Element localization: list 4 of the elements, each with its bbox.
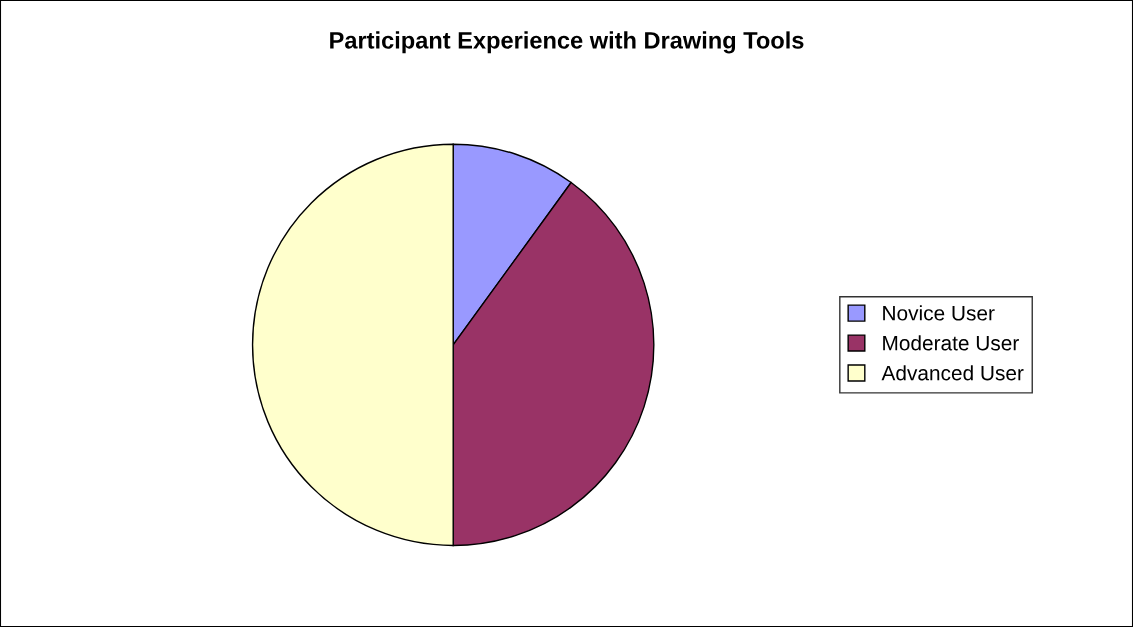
chart-title: Participant Experience with Drawing Tools [330,31,804,54]
legend-label: Novice User [883,305,995,321]
legend-label: Moderate User [883,335,1019,351]
legend-label: Advanced User [881,365,1024,381]
